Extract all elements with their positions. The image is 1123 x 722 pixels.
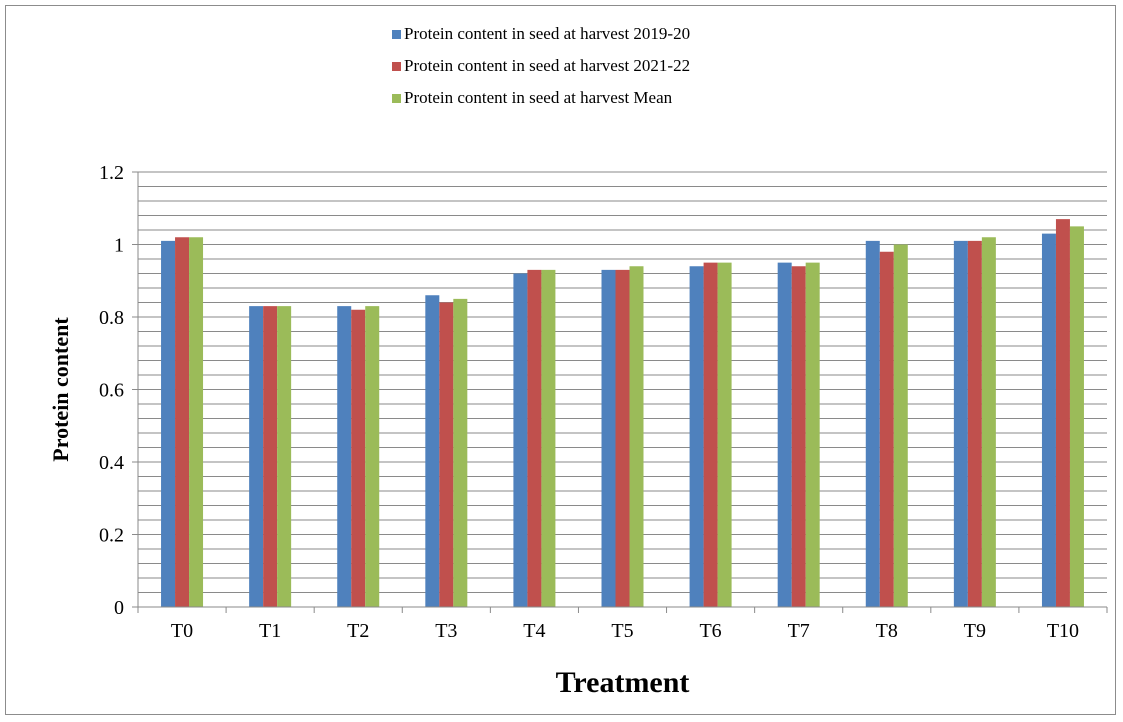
legend-item-mean: Protein content in seed at harvest Mean <box>392 82 690 114</box>
bar-T10-series-1 <box>1055 219 1070 607</box>
bar-T7-series-0 <box>777 262 792 607</box>
bar-T8-series-1 <box>879 251 894 607</box>
legend-swatch-2019-20 <box>392 29 401 39</box>
bar-T10-series-0 <box>1041 233 1056 607</box>
y-tick-label: 1.2 <box>99 162 124 184</box>
x-tick-label: T5 <box>611 620 633 642</box>
x-tick-label: T4 <box>523 620 545 642</box>
bar-T0-series-0 <box>161 240 176 607</box>
x-tick-label: T1 <box>259 620 281 642</box>
bar-T4-series-0 <box>513 273 528 607</box>
legend-label-2019-20: Protein content in seed at harvest 2019-… <box>404 24 691 43</box>
x-tick-label: T9 <box>964 620 986 642</box>
bar-T6-series-0 <box>689 266 704 607</box>
bar-T1-series-1 <box>263 306 278 607</box>
bar-T3-series-0 <box>425 295 440 607</box>
x-axis-title: Treatment <box>556 666 690 699</box>
chart-legend: Protein content in seed at harvest 2019-… <box>392 18 690 114</box>
y-axis-title: Protein content <box>48 317 73 462</box>
legend-swatch-2021-22 <box>392 61 401 71</box>
y-tick-label: 1 <box>114 235 124 257</box>
y-tick-label: 0.6 <box>99 380 124 402</box>
x-tick-label: T3 <box>435 620 457 642</box>
bar-T1-series-0 <box>249 306 264 607</box>
bar-T3-series-2 <box>453 298 468 607</box>
bar-T7-series-2 <box>805 262 820 607</box>
bar-T2-series-2 <box>365 306 380 607</box>
bar-T1-series-2 <box>277 306 292 607</box>
bar-T8-series-2 <box>893 244 908 607</box>
bar-T5-series-0 <box>601 269 616 607</box>
bar-T5-series-2 <box>629 266 644 607</box>
bar-T6-series-1 <box>703 262 718 607</box>
legend-swatch-mean <box>392 93 401 103</box>
y-tick-label: 0.2 <box>99 525 124 547</box>
y-tick-label: 0.4 <box>99 452 124 474</box>
legend-item-2021-22: Protein content in seed at harvest 2021-… <box>392 50 690 82</box>
bar-T7-series-1 <box>791 266 806 607</box>
tick-labels: T0 T1 T2 T3 T4 T5 T6 T7 T8 T9 T10 0 0.2 0.4 0.6 0.8 1 1.2 <box>99 162 1079 642</box>
bar-T4-series-2 <box>541 269 556 607</box>
bars <box>161 219 1084 607</box>
bar-T4-series-1 <box>527 269 542 607</box>
bar-T10-series-2 <box>1069 226 1084 607</box>
bar-T8-series-0 <box>865 240 880 607</box>
bar-T9-series-1 <box>967 240 982 607</box>
bar-T0-series-1 <box>175 237 190 607</box>
bar-T3-series-1 <box>439 302 454 607</box>
x-tick-label: T10 <box>1047 620 1079 642</box>
bar-T9-series-2 <box>981 237 996 607</box>
legend-label-mean: Protein content in seed at harvest Mean <box>404 88 673 107</box>
x-tick-label: T0 <box>171 620 193 642</box>
bar-T2-series-1 <box>351 309 366 607</box>
x-tick-label: T2 <box>347 620 369 642</box>
bar-T0-series-2 <box>189 237 204 607</box>
y-tick-label: 0.8 <box>99 307 124 329</box>
x-tick-label: T6 <box>699 620 721 642</box>
bar-T6-series-2 <box>717 262 732 607</box>
legend-item-2019-20: Protein content in seed at harvest 2019-… <box>392 18 690 50</box>
x-tick-label: T7 <box>788 620 810 642</box>
bar-T2-series-0 <box>337 306 352 607</box>
axes <box>132 171 1108 613</box>
bar-T5-series-1 <box>615 269 630 607</box>
x-tick-label: T8 <box>876 620 898 642</box>
bar-T9-series-0 <box>953 240 968 607</box>
y-tick-label: 0 <box>114 597 124 619</box>
legend-label-2021-22: Protein content in seed at harvest 2021-… <box>404 56 691 75</box>
